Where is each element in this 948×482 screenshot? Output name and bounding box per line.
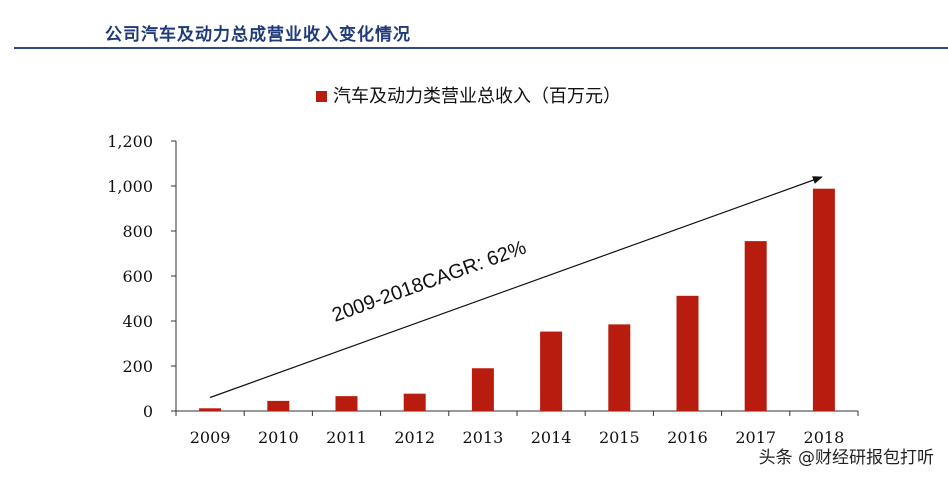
bar [812,188,835,411]
trend-annotation: 2009-2018CAGR: 62% [209,176,823,399]
x-tick-label: 2011 [326,428,367,447]
y-tick-label: 0 [143,402,153,421]
bar [335,396,358,411]
bar [199,408,222,411]
bar-series [199,188,835,411]
y-tick-label: 800 [122,222,153,241]
x-tick-label: 2010 [258,428,299,447]
cagr-label: 2009-2018CAGR: 62% [329,237,529,327]
bar [744,241,767,411]
bar [676,295,699,411]
bar [471,368,494,411]
x-tick-label: 2018 [804,428,845,447]
x-axis: 2009 2010 2011 2012 2013 2014 2015 2016 2017 2018 [175,410,859,447]
x-tick-label: 2016 [667,428,708,447]
bar [403,393,426,411]
bar [267,400,290,411]
x-tick-label: 2012 [394,428,435,447]
watermark-text: 头条 @财经研报包打听 [758,448,934,468]
legend-swatch [316,91,327,102]
x-tick-label: 2009 [190,428,231,447]
x-tick-label: 2013 [463,428,504,447]
y-axis: 0 200 400 600 800 1,000 1,200 [107,132,177,421]
y-tick-label: 200 [122,357,153,376]
trend-arrow [209,176,823,399]
bar [608,324,631,411]
y-tick-label: 1,200 [107,132,153,151]
x-tick-label: 2014 [531,428,572,447]
x-tick-label: 2015 [599,428,640,447]
x-tick-label: 2017 [735,428,776,447]
bar [540,331,563,411]
y-tick-label: 1,000 [107,177,153,196]
y-tick-label: 400 [122,312,153,331]
header-divider [14,47,948,49]
page-title: 公司汽车及动力总成营业收入变化情况 [105,25,411,45]
chart-legend: 汽车及动力类营业总收入（百万元） [316,86,621,107]
y-tick-label: 600 [122,267,153,286]
legend-label: 汽车及动力类营业总收入（百万元） [333,86,621,107]
